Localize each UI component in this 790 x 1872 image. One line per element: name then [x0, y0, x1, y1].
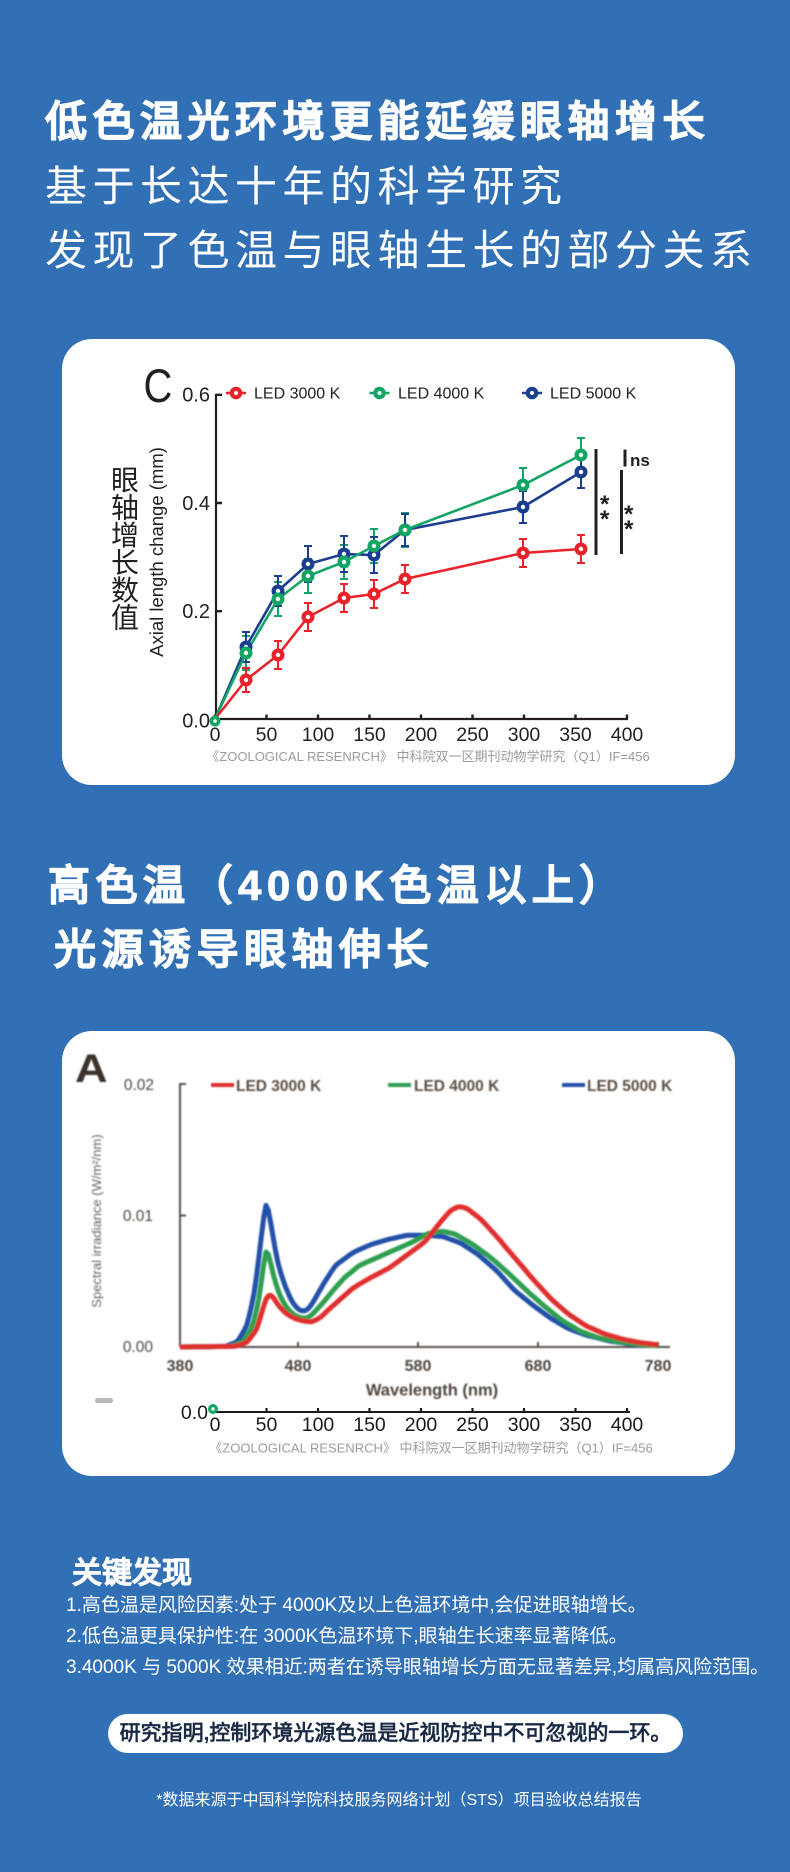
svg-text:0.4: 0.4	[182, 493, 210, 515]
svg-text:400: 400	[611, 1414, 644, 1436]
svg-text:50: 50	[256, 724, 278, 746]
svg-text:0.0: 0.0	[181, 1402, 208, 1424]
svg-text:Wavelength (nm): Wavelength (nm)	[366, 1382, 498, 1400]
svg-text:C: C	[144, 361, 173, 413]
svg-text:350: 350	[559, 724, 592, 746]
svg-text:0: 0	[210, 1414, 221, 1436]
svg-text:580: 580	[405, 1358, 432, 1375]
svg-text:0.2: 0.2	[182, 601, 210, 623]
svg-text:100: 100	[302, 724, 335, 746]
svg-text:400: 400	[611, 724, 644, 746]
svg-text:LED 3000 K: LED 3000 K	[236, 1078, 322, 1095]
svg-text:Axial length change (mm): Axial length change (mm)	[146, 447, 167, 657]
svg-text:680: 680	[525, 1358, 552, 1375]
svg-text:增: 增	[111, 520, 139, 551]
svg-text:值: 值	[111, 603, 139, 634]
svg-text:150: 150	[353, 1414, 386, 1436]
svg-text:LED 4000 K: LED 4000 K	[414, 1078, 500, 1095]
svg-text:0.0: 0.0	[182, 711, 210, 733]
svg-text:780: 780	[645, 1358, 672, 1375]
svg-text:A: A	[75, 1046, 108, 1091]
svg-text:380: 380	[167, 1358, 194, 1375]
svg-text:LED 5000 K: LED 5000 K	[587, 1078, 673, 1095]
svg-text:*: *	[624, 516, 634, 543]
svg-text:300: 300	[508, 724, 541, 746]
svg-text:长: 长	[111, 548, 139, 579]
svg-text:ns: ns	[630, 451, 650, 470]
svg-text:《ZOOLOGICAL RESENRCH》 中科院双一区期刊: 《ZOOLOGICAL RESENRCH》 中科院双一区期刊动物学研究（Q1）I…	[206, 749, 649, 764]
svg-text:350: 350	[559, 1414, 592, 1436]
svg-text:*: *	[600, 491, 610, 518]
svg-text:480: 480	[285, 1358, 312, 1375]
svg-text:0: 0	[210, 724, 221, 746]
svg-text:250: 250	[456, 724, 489, 746]
svg-text:《ZOOLOGICAL RESENRCH》 中科院双一区期刊: 《ZOOLOGICAL RESENRCH》 中科院双一区期刊动物学研究（Q1）I…	[209, 1441, 652, 1456]
svg-text:数: 数	[111, 575, 139, 606]
svg-text:200: 200	[405, 1414, 438, 1436]
svg-text:200: 200	[405, 724, 438, 746]
svg-text:0.01: 0.01	[123, 1208, 153, 1225]
svg-text:0.02: 0.02	[124, 1077, 154, 1094]
svg-text:250: 250	[456, 1414, 489, 1436]
svg-text:眼: 眼	[111, 465, 139, 496]
svg-text:0.00: 0.00	[123, 1339, 154, 1356]
svg-text:轴: 轴	[111, 493, 139, 524]
svg-text:LED 4000 K: LED 4000 K	[398, 386, 485, 403]
svg-text:*: *	[624, 501, 634, 528]
svg-text:50: 50	[256, 1414, 278, 1436]
svg-text:0.6: 0.6	[182, 385, 210, 407]
svg-text:100: 100	[302, 1414, 335, 1436]
svg-text:150: 150	[353, 724, 386, 746]
svg-text:LED 3000 K: LED 3000 K	[254, 386, 341, 403]
svg-text:Spectral irradiance (W/m²/nm): Spectral irradiance (W/m²/nm)	[89, 1134, 104, 1307]
svg-text:LED 5000 K: LED 5000 K	[550, 386, 637, 403]
svg-text:300: 300	[508, 1414, 541, 1436]
svg-text:*: *	[600, 506, 610, 533]
